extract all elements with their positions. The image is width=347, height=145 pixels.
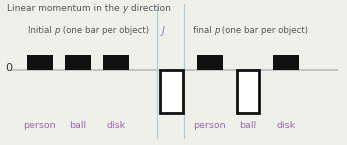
Text: final: final	[193, 26, 214, 35]
Text: p: p	[214, 26, 219, 35]
Text: 0: 0	[5, 63, 12, 73]
Text: J: J	[161, 26, 164, 36]
Bar	[273, 55, 299, 70]
Text: ball: ball	[239, 122, 257, 130]
Text: person: person	[194, 122, 226, 130]
Bar	[103, 55, 129, 70]
Text: (one bar per object): (one bar per object)	[60, 26, 149, 35]
Text: Initial: Initial	[28, 26, 54, 35]
Bar	[160, 70, 183, 113]
Text: (one bar per object): (one bar per object)	[219, 26, 308, 35]
Text: disk: disk	[107, 122, 126, 130]
Text: person: person	[24, 122, 56, 130]
Text: direction: direction	[128, 4, 171, 13]
Text: p: p	[54, 26, 60, 35]
Bar	[237, 70, 259, 113]
Text: y: y	[122, 4, 128, 13]
Bar	[27, 55, 53, 70]
Bar	[197, 55, 223, 70]
Text: disk: disk	[277, 122, 296, 130]
Bar	[65, 55, 91, 70]
Text: Linear momentum in the: Linear momentum in the	[7, 4, 122, 13]
Text: ball: ball	[69, 122, 87, 130]
